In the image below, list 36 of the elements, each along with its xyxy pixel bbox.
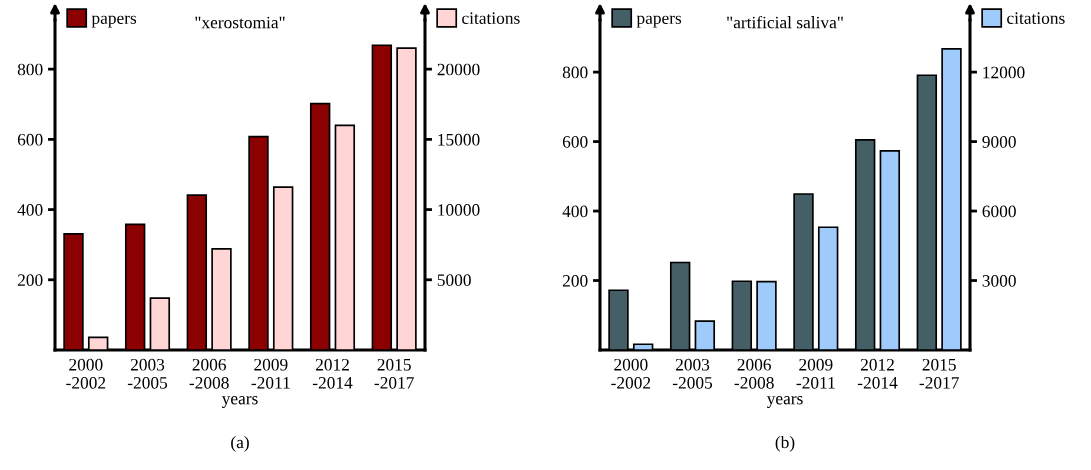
y2-tick-label: 6000 [982, 205, 1016, 218]
x-tick-label: 2012 -2014 [312, 358, 353, 389]
y-tick-label: 200 [562, 275, 588, 287]
x-tick-label: 2009 -2011 [251, 358, 290, 389]
legend-label: papers [91, 15, 137, 28]
x-tick-label: 2015 -2017 [374, 358, 414, 389]
y-tick-label: 600 [17, 133, 43, 146]
y2-tick-label: 12000 [983, 66, 1025, 79]
y2-tick-label: 9000 [982, 136, 1016, 148]
x-tick-label: 2000 -2002 [611, 358, 651, 389]
x-tick-label: 2009 -2011 [796, 358, 835, 389]
x-axis-title: years [221, 396, 258, 408]
x-tick-label: 2000 -2002 [66, 358, 106, 389]
chart-title: "xerostomia" [195, 16, 285, 29]
y2-tick-label: 5000 [437, 274, 471, 286]
x-axis-title: years [766, 396, 803, 408]
y-tick-label: 200 [17, 274, 43, 286]
legend-label: citations [1007, 12, 1065, 24]
y-tick-label: 400 [17, 204, 43, 216]
text: (a) [231, 435, 249, 452]
y2-tick-label: 10000 [438, 204, 480, 216]
text: (b) [775, 435, 795, 452]
y-tick-label: 800 [562, 66, 588, 79]
chart-title: "artificial saliva" [727, 15, 843, 29]
y-tick-label: 400 [562, 205, 588, 218]
legend-label: papers [636, 15, 682, 28]
y-tick-label: 600 [562, 136, 588, 148]
x-tick-label: 2012 -2014 [857, 358, 898, 389]
y-tick-label: 800 [17, 63, 43, 76]
y2-tick-label: 15000 [438, 133, 480, 146]
y2-tick-label: 3000 [982, 275, 1016, 287]
x-tick-label: 2015 -2017 [919, 358, 959, 389]
y2-tick-label: 20000 [437, 63, 480, 76]
x-tick-label: 2003 -2005 [127, 358, 168, 389]
legend-label: citations [462, 12, 520, 24]
x-tick-label: 2003 -2005 [672, 358, 713, 389]
